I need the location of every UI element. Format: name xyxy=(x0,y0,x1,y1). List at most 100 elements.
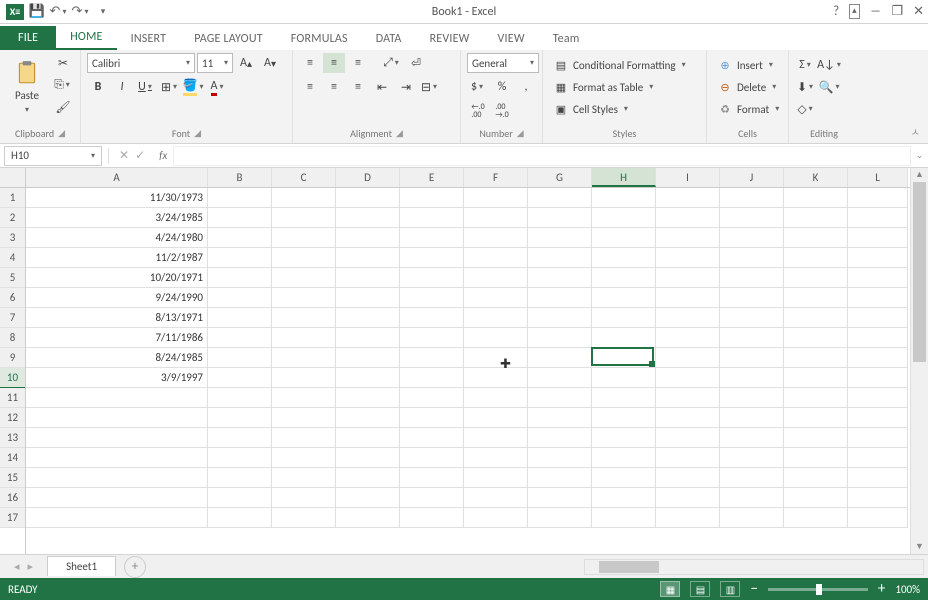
cell[interactable] xyxy=(784,268,848,288)
cell[interactable] xyxy=(528,468,592,488)
col-header-D[interactable]: D xyxy=(336,168,400,187)
cell[interactable] xyxy=(656,488,720,508)
cell[interactable] xyxy=(208,388,272,408)
cell[interactable] xyxy=(464,348,528,368)
cell[interactable]: 8/13/1971 xyxy=(26,308,208,328)
cell[interactable] xyxy=(656,268,720,288)
cell[interactable] xyxy=(26,508,208,528)
ribbon-display-icon[interactable]: ▴ xyxy=(849,4,860,19)
row-header-9[interactable]: 9 xyxy=(0,348,25,368)
minimize-icon[interactable]: ― xyxy=(870,4,882,19)
orientation-button[interactable]: ⤢▾ xyxy=(381,53,403,73)
cell[interactable]: 8/24/1985 xyxy=(26,348,208,368)
increase-decimal-button[interactable]: ←.0.00 xyxy=(467,101,489,121)
cell[interactable] xyxy=(848,288,908,308)
scroll-down-icon[interactable]: ▼ xyxy=(911,540,928,554)
cell[interactable] xyxy=(464,468,528,488)
cell[interactable] xyxy=(784,428,848,448)
cell[interactable] xyxy=(592,228,656,248)
cell[interactable] xyxy=(208,328,272,348)
cell[interactable] xyxy=(720,248,784,268)
scroll-thumb[interactable] xyxy=(913,182,926,362)
cell[interactable] xyxy=(528,188,592,208)
zoom-out-button[interactable]: − xyxy=(750,580,757,598)
cell[interactable] xyxy=(656,368,720,388)
cell[interactable]: 3/9/1997 xyxy=(26,368,208,388)
row-header-12[interactable]: 12 xyxy=(0,408,25,428)
cell[interactable] xyxy=(784,248,848,268)
cell[interactable] xyxy=(720,408,784,428)
cell[interactable] xyxy=(528,508,592,528)
cell[interactable] xyxy=(720,468,784,488)
close-icon[interactable]: ✕ xyxy=(913,4,924,19)
enter-formula-icon[interactable]: ✓ xyxy=(135,148,145,163)
cell[interactable] xyxy=(784,208,848,228)
cell[interactable] xyxy=(656,348,720,368)
cell[interactable] xyxy=(272,468,336,488)
cell[interactable] xyxy=(400,288,464,308)
cell[interactable] xyxy=(656,228,720,248)
cell[interactable] xyxy=(784,188,848,208)
cell[interactable] xyxy=(720,448,784,468)
shrink-font-button[interactable]: A▾ xyxy=(259,53,281,73)
cell[interactable] xyxy=(656,448,720,468)
align-right-button[interactable]: ≡ xyxy=(347,77,369,97)
cell-styles-button[interactable]: ▣Cell Styles▾ xyxy=(549,99,634,119)
cell[interactable] xyxy=(656,508,720,528)
cell[interactable] xyxy=(528,368,592,388)
cell[interactable] xyxy=(272,188,336,208)
cell[interactable] xyxy=(848,468,908,488)
col-header-C[interactable]: C xyxy=(272,168,336,187)
excel-icon[interactable]: X≡ xyxy=(6,4,24,20)
row-header-14[interactable]: 14 xyxy=(0,448,25,468)
cell[interactable] xyxy=(336,308,400,328)
cell[interactable] xyxy=(784,388,848,408)
grow-font-button[interactable]: A▴ xyxy=(235,53,257,73)
cell[interactable] xyxy=(400,448,464,468)
cell[interactable] xyxy=(26,488,208,508)
tab-home[interactable]: HOME xyxy=(56,25,116,50)
sort-filter-button[interactable]: A↓▾ xyxy=(819,55,841,75)
help-icon[interactable]: ? xyxy=(833,4,839,19)
row-header-2[interactable]: 2 xyxy=(0,208,25,228)
italic-button[interactable]: I xyxy=(111,77,133,97)
qat-customize-icon[interactable]: ▾ xyxy=(94,3,112,21)
cancel-formula-icon[interactable]: ✕ xyxy=(119,148,129,163)
col-header-K[interactable]: K xyxy=(784,168,848,187)
fill-color-button[interactable]: 🪣▾ xyxy=(183,77,205,97)
cell[interactable] xyxy=(720,508,784,528)
cell[interactable] xyxy=(464,308,528,328)
underline-button[interactable]: U▾ xyxy=(135,77,157,97)
font-color-button[interactable]: A▾ xyxy=(207,77,229,97)
cell[interactable] xyxy=(400,508,464,528)
cell[interactable] xyxy=(784,368,848,388)
insert-cells-button[interactable]: ⊕Insert▾ xyxy=(713,55,779,75)
cell[interactable] xyxy=(848,508,908,528)
cell[interactable] xyxy=(720,288,784,308)
cell[interactable] xyxy=(336,468,400,488)
cell[interactable] xyxy=(272,348,336,368)
merge-button[interactable]: ⊟▾ xyxy=(419,77,441,97)
formula-input[interactable] xyxy=(173,146,910,166)
cell[interactable] xyxy=(592,408,656,428)
view-page-layout-button[interactable]: ▤ xyxy=(690,581,710,597)
cell[interactable] xyxy=(656,428,720,448)
fx-icon[interactable]: fx xyxy=(153,149,173,162)
col-header-B[interactable]: B xyxy=(208,168,272,187)
cell[interactable] xyxy=(592,348,656,368)
cell[interactable] xyxy=(528,348,592,368)
cell[interactable] xyxy=(592,508,656,528)
cell[interactable] xyxy=(400,388,464,408)
cell[interactable] xyxy=(336,348,400,368)
cell[interactable] xyxy=(528,248,592,268)
cell[interactable] xyxy=(784,308,848,328)
cell[interactable] xyxy=(720,368,784,388)
cell[interactable] xyxy=(400,428,464,448)
cell[interactable] xyxy=(848,348,908,368)
cell[interactable] xyxy=(208,408,272,428)
cell[interactable] xyxy=(400,268,464,288)
cell[interactable] xyxy=(26,468,208,488)
cell[interactable] xyxy=(464,388,528,408)
cell[interactable] xyxy=(464,288,528,308)
cell[interactable] xyxy=(528,428,592,448)
